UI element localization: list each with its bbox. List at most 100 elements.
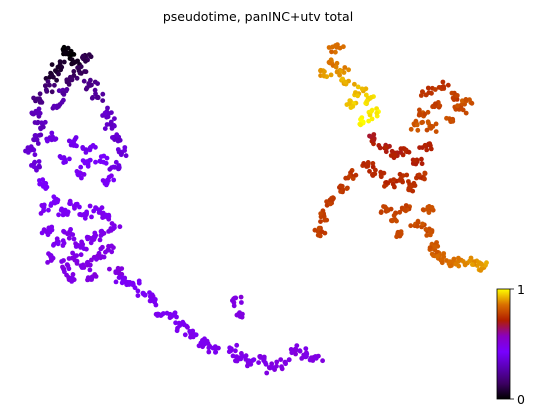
- scatter-point: [456, 255, 461, 261]
- scatter-point: [440, 79, 446, 85]
- scatter-point: [456, 263, 462, 269]
- scatter-point: [98, 246, 104, 252]
- scatter-point: [124, 282, 130, 288]
- chart-title: pseudotime, panINC+utv total: [163, 9, 353, 24]
- scatter-point: [236, 311, 241, 317]
- scatter-point: [463, 97, 469, 102]
- scatter-point: [38, 181, 44, 187]
- scatter-point: [39, 230, 45, 236]
- scatter-point: [289, 350, 295, 356]
- scatter-point: [484, 260, 489, 266]
- scatter-point: [68, 48, 74, 54]
- scatter-point: [449, 90, 455, 96]
- scatter-point: [329, 49, 334, 55]
- scatter-point: [359, 86, 365, 92]
- scatter-point: [98, 154, 104, 160]
- scatter-point: [135, 288, 141, 294]
- scatter-point: [404, 172, 410, 178]
- scatter-point: [72, 257, 78, 263]
- scatter-point: [406, 149, 412, 155]
- scatter-point: [147, 298, 153, 304]
- scatter-point: [320, 358, 325, 364]
- scatter-point: [44, 184, 50, 190]
- scatter-point: [104, 122, 110, 127]
- scatter-point: [414, 223, 420, 229]
- scatter-point: [350, 104, 356, 109]
- scatter-point: [270, 365, 276, 370]
- scatter-point: [198, 340, 204, 346]
- scatter-point: [59, 99, 65, 105]
- scatter-point: [294, 343, 300, 348]
- scatter-point: [308, 355, 314, 361]
- scatter-point: [278, 357, 284, 362]
- scatter-point: [318, 67, 324, 73]
- scatter-point: [347, 173, 352, 179]
- scatter-point: [327, 197, 333, 203]
- scatter-point: [227, 345, 233, 351]
- scatter-point: [316, 353, 321, 359]
- scatter-point: [432, 244, 438, 250]
- scatter-point: [81, 172, 87, 177]
- scatter-point: [264, 370, 270, 376]
- scatter-point: [65, 45, 71, 51]
- scatter-point: [35, 141, 41, 146]
- scatter-point: [74, 201, 80, 207]
- scatter-point: [424, 92, 429, 98]
- scatter-point: [206, 349, 212, 355]
- scatter-point: [398, 150, 404, 155]
- scatter-point: [432, 87, 438, 92]
- scatter-point: [312, 227, 318, 233]
- scatter-point: [72, 59, 78, 65]
- scatter-point: [372, 171, 378, 177]
- scatter-point: [107, 166, 113, 172]
- scatter-point: [66, 256, 72, 261]
- scatter-point: [65, 263, 71, 269]
- scatter-point: [28, 146, 34, 152]
- scatter-point: [328, 72, 334, 78]
- scatter-point: [397, 171, 403, 177]
- scatter-point: [77, 70, 83, 76]
- scatter-point: [188, 334, 193, 340]
- scatter-point: [346, 67, 351, 73]
- scatter-point: [64, 87, 70, 92]
- scatter-point: [110, 135, 115, 140]
- scatter-point: [37, 110, 43, 116]
- scatter-point: [155, 313, 160, 318]
- scatter-point: [427, 245, 433, 251]
- scatter-point: [74, 143, 79, 149]
- scatter-point: [297, 348, 303, 354]
- scatter-point: [56, 88, 62, 94]
- scatter-point: [58, 67, 64, 73]
- scatter-point: [370, 161, 376, 166]
- scatter-point: [70, 272, 76, 277]
- scatter-point: [31, 164, 37, 170]
- scatter-point: [95, 81, 100, 86]
- scatter-point: [47, 82, 52, 88]
- scatter-point: [37, 164, 42, 170]
- scatter-point: [463, 110, 469, 116]
- scatter-point: [234, 342, 240, 348]
- scatter-point: [279, 364, 284, 370]
- scatter-point: [81, 78, 87, 84]
- scatter-point: [39, 203, 45, 208]
- scatter-point: [436, 85, 442, 90]
- scatter-point: [83, 150, 89, 155]
- scatter-point: [116, 268, 122, 274]
- scatter-point: [274, 359, 280, 365]
- scatter-point: [233, 295, 239, 301]
- scatter-point: [109, 110, 114, 115]
- scatter-point: [422, 170, 428, 176]
- scatter-point: [114, 132, 120, 138]
- scatter-point: [441, 254, 447, 260]
- scatter-point: [49, 201, 54, 207]
- scatter-point: [99, 205, 105, 211]
- scatter-point: [293, 351, 298, 357]
- scatter-point: [415, 127, 421, 133]
- scatter-point: [49, 130, 55, 136]
- scatter-point: [93, 233, 99, 238]
- scatter-point: [389, 148, 395, 154]
- scatter-point: [170, 312, 176, 318]
- scatter-point: [62, 211, 68, 217]
- scatter-point: [435, 254, 440, 259]
